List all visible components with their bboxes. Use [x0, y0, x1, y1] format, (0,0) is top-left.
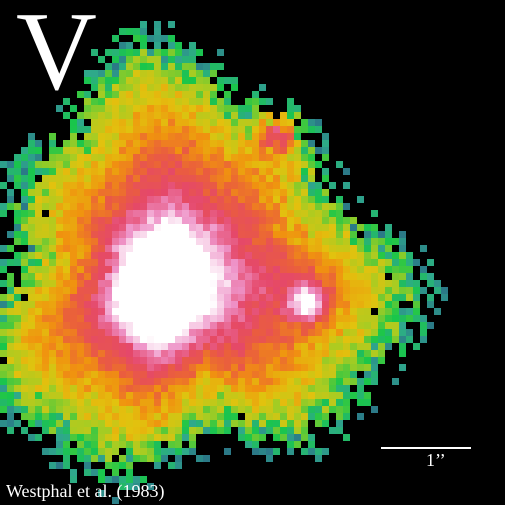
scale-bar-label: 1’’ — [426, 450, 446, 470]
band-label: V — [16, 0, 97, 114]
scale-bar — [381, 447, 471, 449]
image-credit: Westphal et al. (1983) — [6, 481, 165, 501]
